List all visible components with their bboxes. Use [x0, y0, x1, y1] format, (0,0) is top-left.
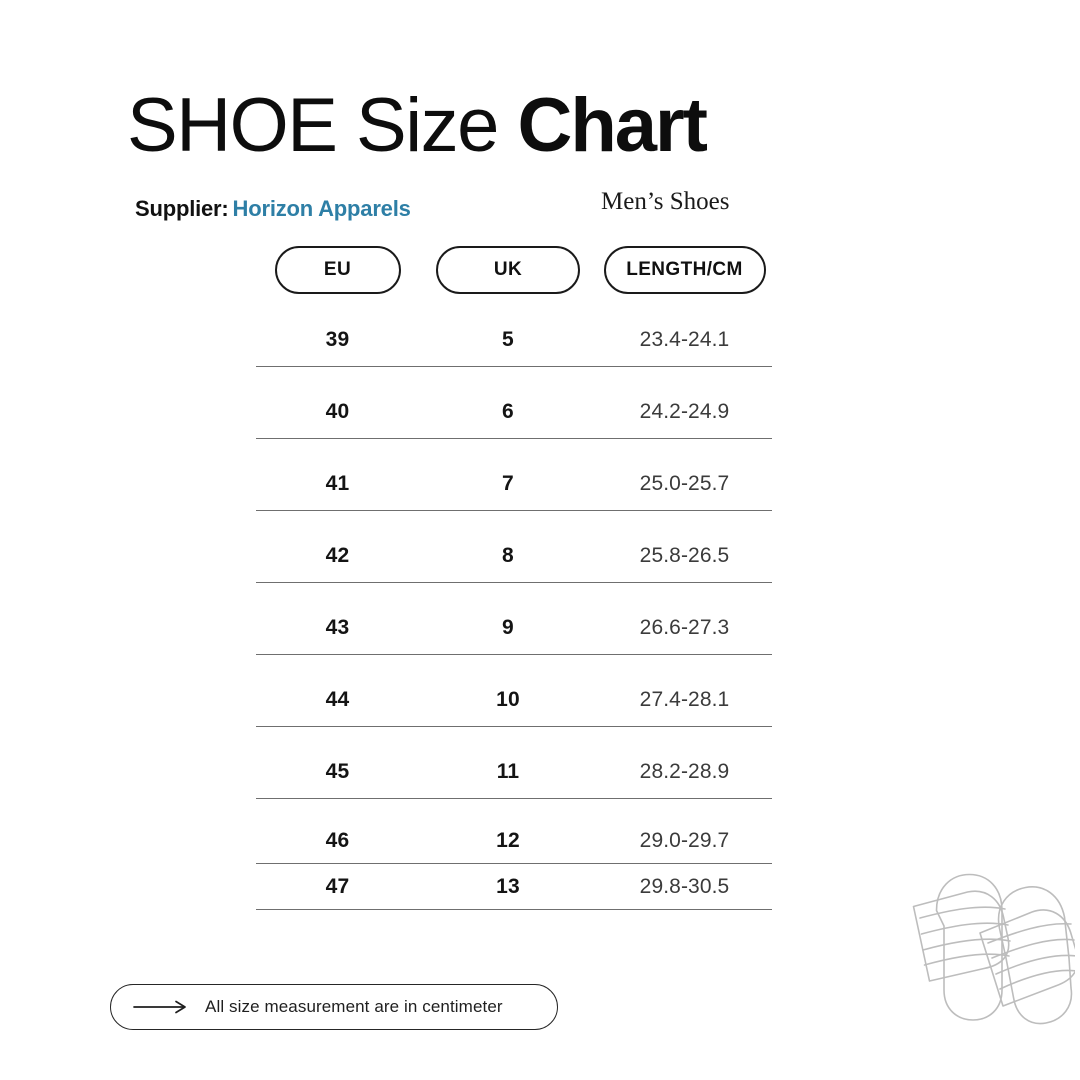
table-row: 46 12 29.0-29.7 — [256, 818, 772, 864]
slippers-illustration — [895, 862, 1079, 1044]
row-spacer — [256, 439, 772, 458]
cell-length: 28.2-28.9 — [639, 760, 730, 783]
cell-eu: 40 — [325, 400, 350, 423]
table-row: 47 13 29.8-30.5 — [256, 864, 772, 910]
cell-eu: 45 — [325, 760, 350, 783]
page-title-bold: Chart — [517, 83, 707, 168]
table-row: 43 9 26.6-27.3 — [256, 602, 772, 655]
cell-eu: 43 — [325, 616, 350, 639]
cell-uk: 6 — [502, 400, 514, 423]
header-cell-length: LENGTH/CM — [597, 244, 772, 296]
cell-length: 26.6-27.3 — [639, 616, 730, 639]
page-title-regular: SHOE Size — [127, 83, 499, 168]
table-header-row: EU UK LENGTH/CM — [256, 244, 772, 296]
category-label: Men’s Shoes — [601, 188, 730, 215]
cell-uk: 8 — [502, 544, 514, 567]
cell-length: 27.4-28.1 — [639, 688, 730, 711]
row-spacer — [256, 655, 772, 674]
cell-length: 25.0-25.7 — [639, 472, 730, 495]
row-spacer — [256, 511, 772, 530]
cell-uk: 7 — [502, 472, 514, 495]
row-spacer — [256, 367, 772, 386]
header-cell-eu: EU — [256, 244, 419, 296]
cell-eu: 42 — [325, 544, 350, 567]
header-cell-uk: UK — [419, 244, 597, 296]
cell-uk: 9 — [502, 616, 514, 639]
footer-note: All size measurement are in centimeter — [110, 984, 558, 1030]
column-pill-eu: EU — [274, 246, 401, 294]
footer-note-text: All size measurement are in centimeter — [205, 997, 503, 1016]
supplier-line: Supplier: Horizon Apparels — [135, 196, 411, 222]
cell-eu: 44 — [325, 688, 350, 711]
cell-length: 24.2-24.9 — [639, 400, 730, 423]
row-spacer — [256, 727, 772, 746]
row-spacer — [256, 583, 772, 602]
table-row: 45 11 28.2-28.9 — [256, 746, 772, 799]
size-table: EU UK LENGTH/CM 39 5 23.4-24.1 40 6 24.2… — [256, 244, 772, 910]
table-row: 42 8 25.8-26.5 — [256, 530, 772, 583]
cell-uk: 12 — [496, 828, 520, 852]
table-row: 40 6 24.2-24.9 — [256, 386, 772, 439]
supplier-label: Supplier: — [135, 196, 229, 221]
cell-eu: 47 — [325, 874, 350, 898]
cell-length: 29.8-30.5 — [639, 874, 730, 898]
table-row: 44 10 27.4-28.1 — [256, 674, 772, 727]
supplier-name: Horizon Apparels — [232, 196, 411, 221]
cell-uk: 5 — [502, 328, 514, 351]
cell-eu: 39 — [325, 328, 350, 351]
cell-eu: 46 — [325, 828, 350, 852]
cell-uk: 11 — [496, 760, 520, 783]
cell-eu: 41 — [325, 472, 350, 495]
cell-length: 29.0-29.7 — [639, 828, 730, 852]
cell-length: 25.8-26.5 — [639, 544, 730, 567]
arrow-right-icon — [133, 1000, 189, 1014]
row-spacer — [256, 799, 772, 818]
cell-uk: 10 — [496, 688, 520, 711]
cell-uk: 13 — [496, 874, 520, 898]
column-pill-length: LENGTH/CM — [603, 246, 766, 294]
table-row: 41 7 25.0-25.7 — [256, 458, 772, 511]
cell-length: 23.4-24.1 — [639, 328, 730, 351]
page-title: SHOE Size Chart — [127, 78, 708, 174]
table-row: 39 5 23.4-24.1 — [256, 314, 772, 367]
column-pill-uk: UK — [436, 246, 580, 294]
